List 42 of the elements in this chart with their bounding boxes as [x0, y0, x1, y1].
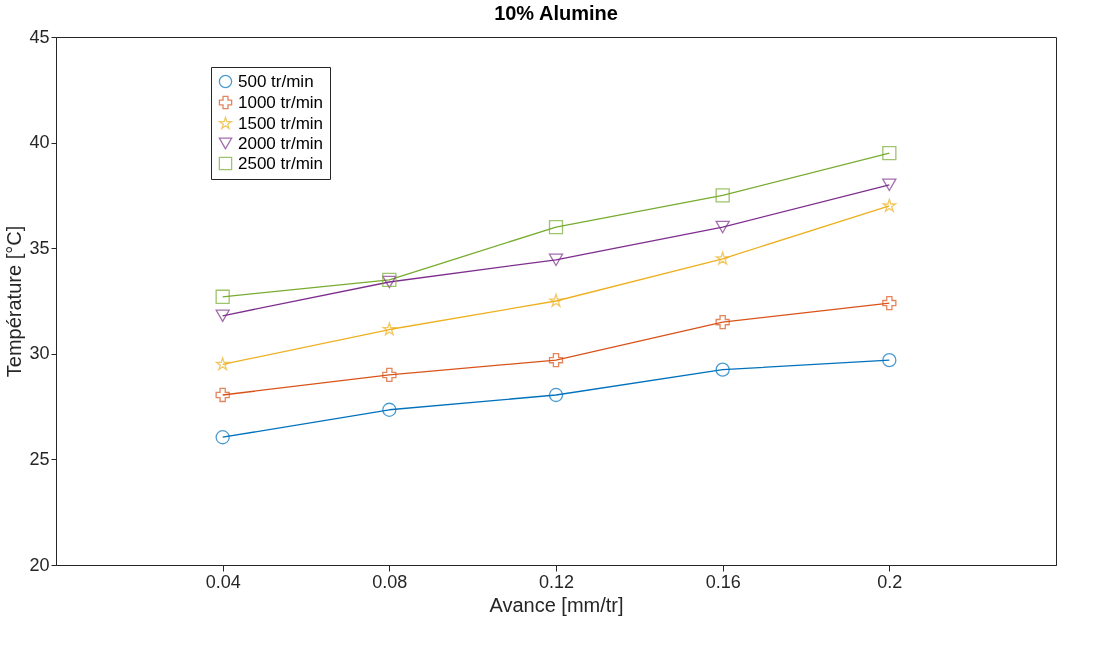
point [882, 178, 897, 192]
point [548, 219, 564, 235]
point [548, 387, 564, 403]
point [715, 314, 730, 330]
legend-label: 1500 tr/min [238, 113, 324, 133]
y-tick-label: 35 [29, 237, 50, 258]
x-tick-label: 0.2 [877, 571, 903, 592]
point [548, 352, 564, 368]
y-axis-title: Température [°C] [3, 225, 26, 378]
y-tick-label: 25 [29, 448, 50, 469]
x-axis-title: Avance [mm/tr] [489, 593, 624, 616]
point [382, 322, 397, 336]
point [715, 362, 730, 377]
point [382, 367, 397, 383]
y-tick-label: 40 [29, 132, 50, 153]
x-tick-label: 0.12 [538, 571, 575, 592]
point [549, 293, 563, 307]
point [882, 295, 897, 311]
point [715, 251, 730, 265]
y-tick-label: 20 [29, 554, 50, 575]
chart-title: 10% Alumine [494, 2, 618, 24]
point [215, 309, 230, 323]
legend-label: 2500 tr/min [238, 153, 324, 173]
point [215, 430, 230, 445]
point [882, 198, 897, 212]
point [215, 387, 230, 403]
x-tick-label: 0.16 [705, 571, 741, 592]
y-tick-label: 30 [29, 343, 50, 364]
point [382, 402, 397, 417]
point [715, 220, 730, 234]
point [548, 253, 564, 267]
point [215, 289, 230, 304]
y-tick-label: 45 [29, 26, 50, 47]
x-tick-label: 0.04 [205, 571, 241, 592]
legend-label: 2000 tr/min [238, 133, 324, 153]
legend-label: 500 tr/min [238, 71, 314, 91]
point [715, 188, 730, 203]
point [882, 145, 897, 161]
x-tick-label: 0.08 [372, 571, 408, 592]
point [215, 357, 230, 371]
point [882, 352, 897, 368]
legend-label: 1000 tr/min [238, 92, 324, 112]
